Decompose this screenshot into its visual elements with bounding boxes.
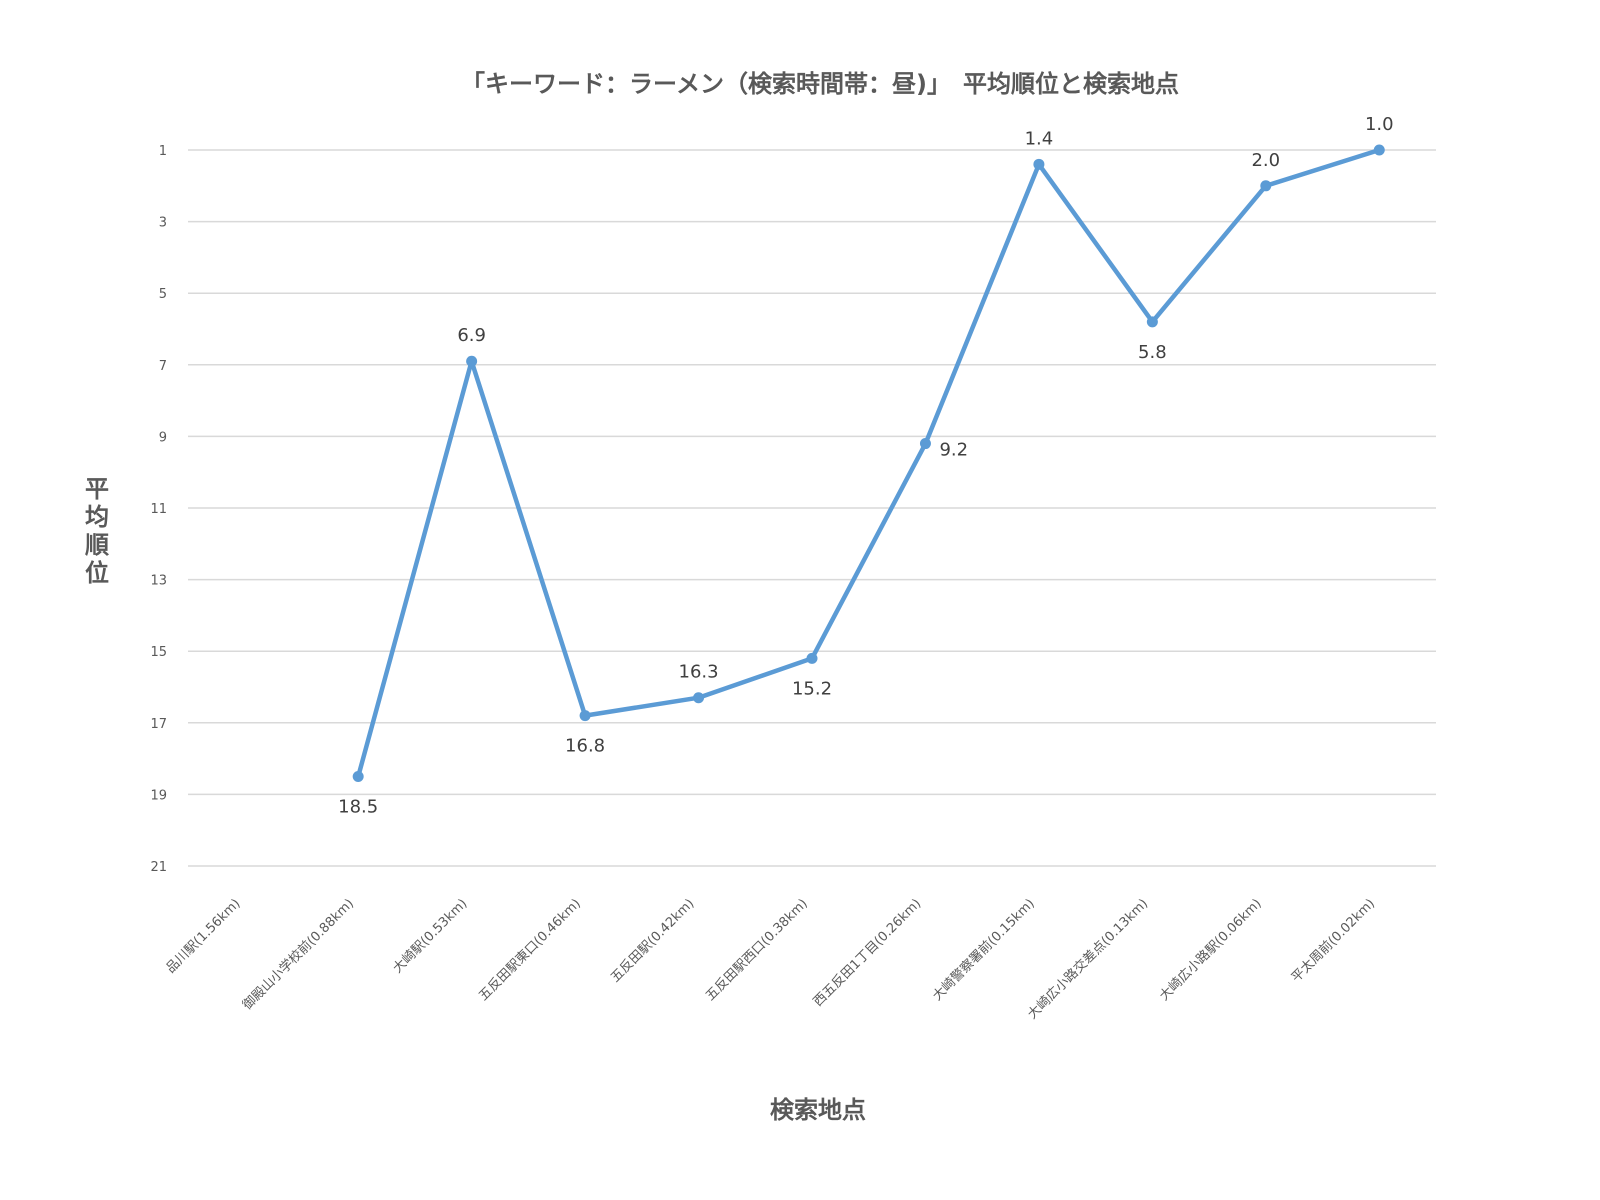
y-tick-label: 17 [150, 717, 167, 732]
x-tick-label: 五反田駅西口(0.38km) [703, 896, 811, 1004]
data-label: 6.9 [457, 325, 486, 346]
data-label: 18.5 [338, 797, 378, 818]
x-tick-label: 大崎駅(0.53km) [390, 896, 470, 976]
data-point [579, 710, 591, 722]
y-tick-label: 5 [159, 287, 167, 302]
data-point [466, 355, 478, 367]
data-label: 1.4 [1025, 128, 1054, 149]
data-point [806, 652, 818, 664]
gridlines [188, 149, 1436, 867]
x-tick-label: 五反田駅東口(0.46km) [476, 896, 584, 1004]
data-point [1146, 316, 1158, 328]
y-tick-label: 15 [150, 645, 167, 660]
series-line [355, 147, 1382, 779]
x-tick-label: 大崎広小路駅(0.06km) [1156, 896, 1264, 1004]
x-tick-label: 五反田駅(0.42km) [608, 896, 697, 985]
data-point [1033, 158, 1045, 170]
data-label: 5.8 [1138, 342, 1167, 363]
y-tick-label: 3 [159, 216, 167, 231]
y-tick-label: 11 [150, 502, 167, 517]
y-tick-label: 21 [150, 860, 167, 875]
x-axis-title: 検索地点 [770, 1096, 866, 1124]
data-label: 15.2 [792, 678, 832, 699]
x-tick-label: 平太周前(0.02km) [1288, 896, 1378, 986]
data-label: 2.0 [1251, 150, 1280, 171]
x-tick-label: 品川駅(1.56km) [163, 896, 243, 976]
x-tick-label: 西五反田1丁目(0.26km) [811, 896, 925, 1010]
y-tick-label: 9 [159, 430, 167, 445]
x-tick-label: 大崎広小路交差点(0.13km) [1024, 896, 1151, 1023]
y-tick-label: 7 [159, 359, 167, 374]
data-point [693, 692, 705, 704]
y-axis-title: 平均順位 [85, 475, 110, 587]
data-point [919, 438, 931, 450]
x-axis-ticks: 品川駅(1.56km)御殿山小学校前(0.88km) 大崎駅(0.53km) 五反田… [163, 896, 1378, 1023]
x-tick-label: 大崎警察署前(0.15km) [929, 896, 1037, 1004]
data-labels: 18.5 6.9 16.8 16.3 15.2 9.2 1.4 5.8 2.0 1.0 [338, 114, 1393, 818]
y-tick-label: 19 [150, 788, 167, 803]
data-label: 16.3 [679, 662, 719, 683]
y-tick-label: 1 [159, 144, 167, 159]
data-point [352, 771, 364, 782]
data-point [1373, 144, 1385, 156]
data-point [1260, 180, 1272, 192]
chart-title: 「キーワード：ラーメン（検索時間帯：昼)」 平均順位と検索地点 [461, 70, 1179, 98]
y-tick-label: 13 [150, 574, 167, 589]
data-label: 9.2 [939, 440, 968, 461]
data-label: 16.8 [565, 736, 605, 757]
data-label: 1.0 [1365, 114, 1394, 135]
series-ranking [352, 144, 1385, 782]
x-tick-label: 御殿山小学校前(0.88km) [239, 896, 357, 1014]
